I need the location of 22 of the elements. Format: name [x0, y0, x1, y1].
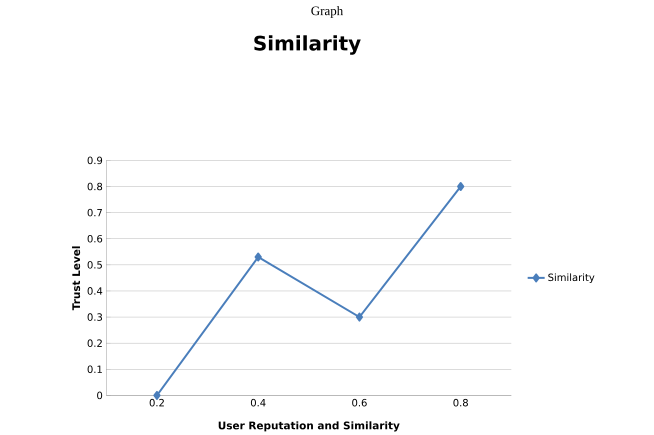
y-tick-label: 0.1	[88, 366, 102, 374]
y-axis-title: Trust Level	[72, 246, 80, 310]
legend-label: Similarity	[548, 273, 594, 284]
y-tick-label: 0.8	[88, 182, 102, 190]
point	[457, 182, 464, 192]
point	[254, 252, 262, 262]
text: Graph	[311, 6, 344, 18]
x-tick-label: 0.6	[352, 398, 367, 407]
y-tick-label: 0.4	[88, 287, 102, 295]
y-tick-label: 0.9	[88, 156, 102, 164]
y-tick-label: 0.7	[88, 208, 102, 216]
y-tick-label: 0.2	[88, 339, 102, 348]
x-tick-label: 0.8	[453, 398, 468, 407]
x-axis-title: User Reputation and Similarity	[218, 421, 400, 432]
x-tick-label: 0.2	[150, 398, 164, 407]
y-tick-label: 0.6	[88, 235, 102, 243]
chart-title: Similarity	[254, 35, 361, 55]
y-tick-label: 0.5	[88, 261, 102, 269]
y-tick-label: 0	[97, 392, 102, 400]
point	[356, 312, 364, 322]
x-tick-label: 0.4	[250, 398, 266, 407]
y-tick-label: 0.3	[88, 313, 102, 321]
